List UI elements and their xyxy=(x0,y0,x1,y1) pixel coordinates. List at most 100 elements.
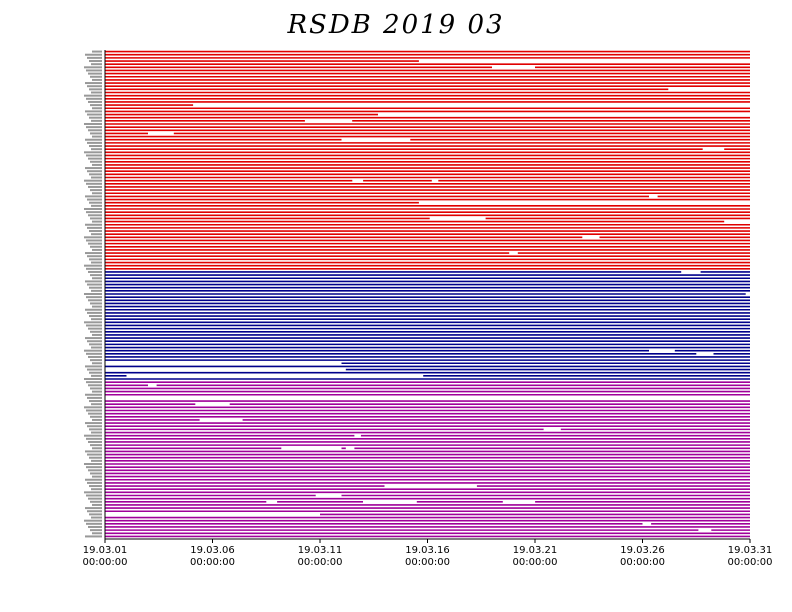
data-gap xyxy=(724,219,750,224)
row-label-mark xyxy=(89,286,102,289)
row-label-mark xyxy=(90,387,102,390)
data-gap xyxy=(543,427,561,432)
row-label-mark xyxy=(88,72,102,75)
row-label-mark xyxy=(90,104,102,107)
row-label-mark xyxy=(91,289,102,292)
data-gap xyxy=(745,292,750,296)
data-gap xyxy=(418,200,750,205)
row-label-mark xyxy=(91,374,102,377)
row-label-mark xyxy=(89,173,102,176)
row-label-mark xyxy=(86,381,102,384)
row-label-mark xyxy=(85,478,102,481)
row-label-mark xyxy=(90,302,102,305)
row-label-mark xyxy=(85,82,102,85)
data-gap xyxy=(126,374,424,378)
row-label-mark xyxy=(86,126,102,129)
row-label-mark xyxy=(89,60,102,63)
row-label-mark xyxy=(85,138,102,141)
row-label-mark xyxy=(84,293,102,295)
row-label-mark xyxy=(89,400,102,403)
row-label-mark xyxy=(85,507,102,510)
data-gap xyxy=(266,500,278,504)
row-label-mark xyxy=(86,182,102,185)
row-label-mark xyxy=(88,469,102,472)
row-label-mark xyxy=(90,189,102,192)
row-label-mark xyxy=(90,529,102,532)
row-label-mark xyxy=(84,94,102,97)
x-tick-label-date: 19.03.11 xyxy=(298,545,343,556)
row-label-mark xyxy=(88,327,102,330)
data-gap xyxy=(341,138,411,142)
row-label-mark xyxy=(87,311,102,314)
row-label-mark xyxy=(88,100,102,103)
row-label-mark xyxy=(90,500,102,503)
row-label-mark xyxy=(89,258,102,261)
row-label-mark xyxy=(91,403,102,406)
row-label-mark xyxy=(90,415,102,418)
x-tick-label-date: 19.03.06 xyxy=(190,545,235,556)
data-gap xyxy=(281,446,342,450)
row-label-mark xyxy=(87,340,102,343)
row-label-mark xyxy=(92,390,102,393)
row-label-mark xyxy=(87,283,102,286)
row-label-mark xyxy=(91,459,102,462)
row-label-mark xyxy=(89,513,102,516)
x-tick-label-time: 00:00:00 xyxy=(513,557,558,568)
row-label-mark xyxy=(84,519,102,522)
row-label-mark xyxy=(85,393,102,396)
x-tick-label-date: 19.03.31 xyxy=(728,545,773,556)
row-label-mark xyxy=(89,230,102,233)
row-label-mark xyxy=(84,378,102,381)
row-label-mark xyxy=(89,201,102,204)
row-label-mark xyxy=(89,485,102,488)
row-label-mark xyxy=(85,223,102,226)
row-label-mark xyxy=(85,195,102,198)
row-label-mark xyxy=(92,418,102,421)
row-label-mark xyxy=(89,315,102,318)
row-label-mark xyxy=(85,308,102,311)
row-label-mark xyxy=(85,365,102,368)
data-gap xyxy=(431,178,439,183)
row-label-mark xyxy=(91,204,102,207)
row-label-mark xyxy=(86,211,102,214)
data-gap xyxy=(199,418,243,422)
row-label-mark xyxy=(87,113,102,116)
row-label-mark xyxy=(92,50,102,53)
row-label-mark xyxy=(85,110,102,113)
x-tick-label-time: 00:00:00 xyxy=(728,557,773,568)
data-gap xyxy=(195,402,230,406)
row-label-mark xyxy=(92,248,102,251)
row-label-mark xyxy=(85,337,102,340)
data-gap xyxy=(304,119,353,123)
row-label-mark xyxy=(92,163,102,166)
row-label-mark xyxy=(92,107,102,110)
row-label-mark xyxy=(87,453,102,456)
row-label-mark xyxy=(92,333,102,336)
data-gap xyxy=(105,367,346,372)
row-label-mark xyxy=(86,324,102,327)
data-gap xyxy=(363,500,417,504)
row-label-mark xyxy=(91,176,102,179)
row-label-mark xyxy=(92,78,102,81)
row-label-mark xyxy=(90,444,102,447)
x-tick-label-time: 00:00:00 xyxy=(83,557,128,568)
x-tick-label-time: 00:00:00 xyxy=(190,557,235,568)
x-tick-label-date: 19.03.26 xyxy=(620,545,665,556)
row-label-mark xyxy=(84,463,102,466)
row-label-mark xyxy=(84,349,102,352)
data-gap xyxy=(649,194,658,199)
row-label-mark xyxy=(91,346,102,349)
row-label-mark xyxy=(86,267,102,270)
row-label-mark xyxy=(86,437,102,440)
row-label-mark xyxy=(87,368,102,371)
row-label-mark xyxy=(88,412,102,415)
row-label-mark xyxy=(92,447,102,450)
row-label-mark xyxy=(92,135,102,138)
row-label-mark xyxy=(84,434,102,437)
row-label-mark xyxy=(90,245,102,248)
row-label-mark xyxy=(85,280,102,283)
data-gap xyxy=(509,251,518,255)
data-rows xyxy=(105,50,750,538)
row-label-mark xyxy=(87,198,102,201)
